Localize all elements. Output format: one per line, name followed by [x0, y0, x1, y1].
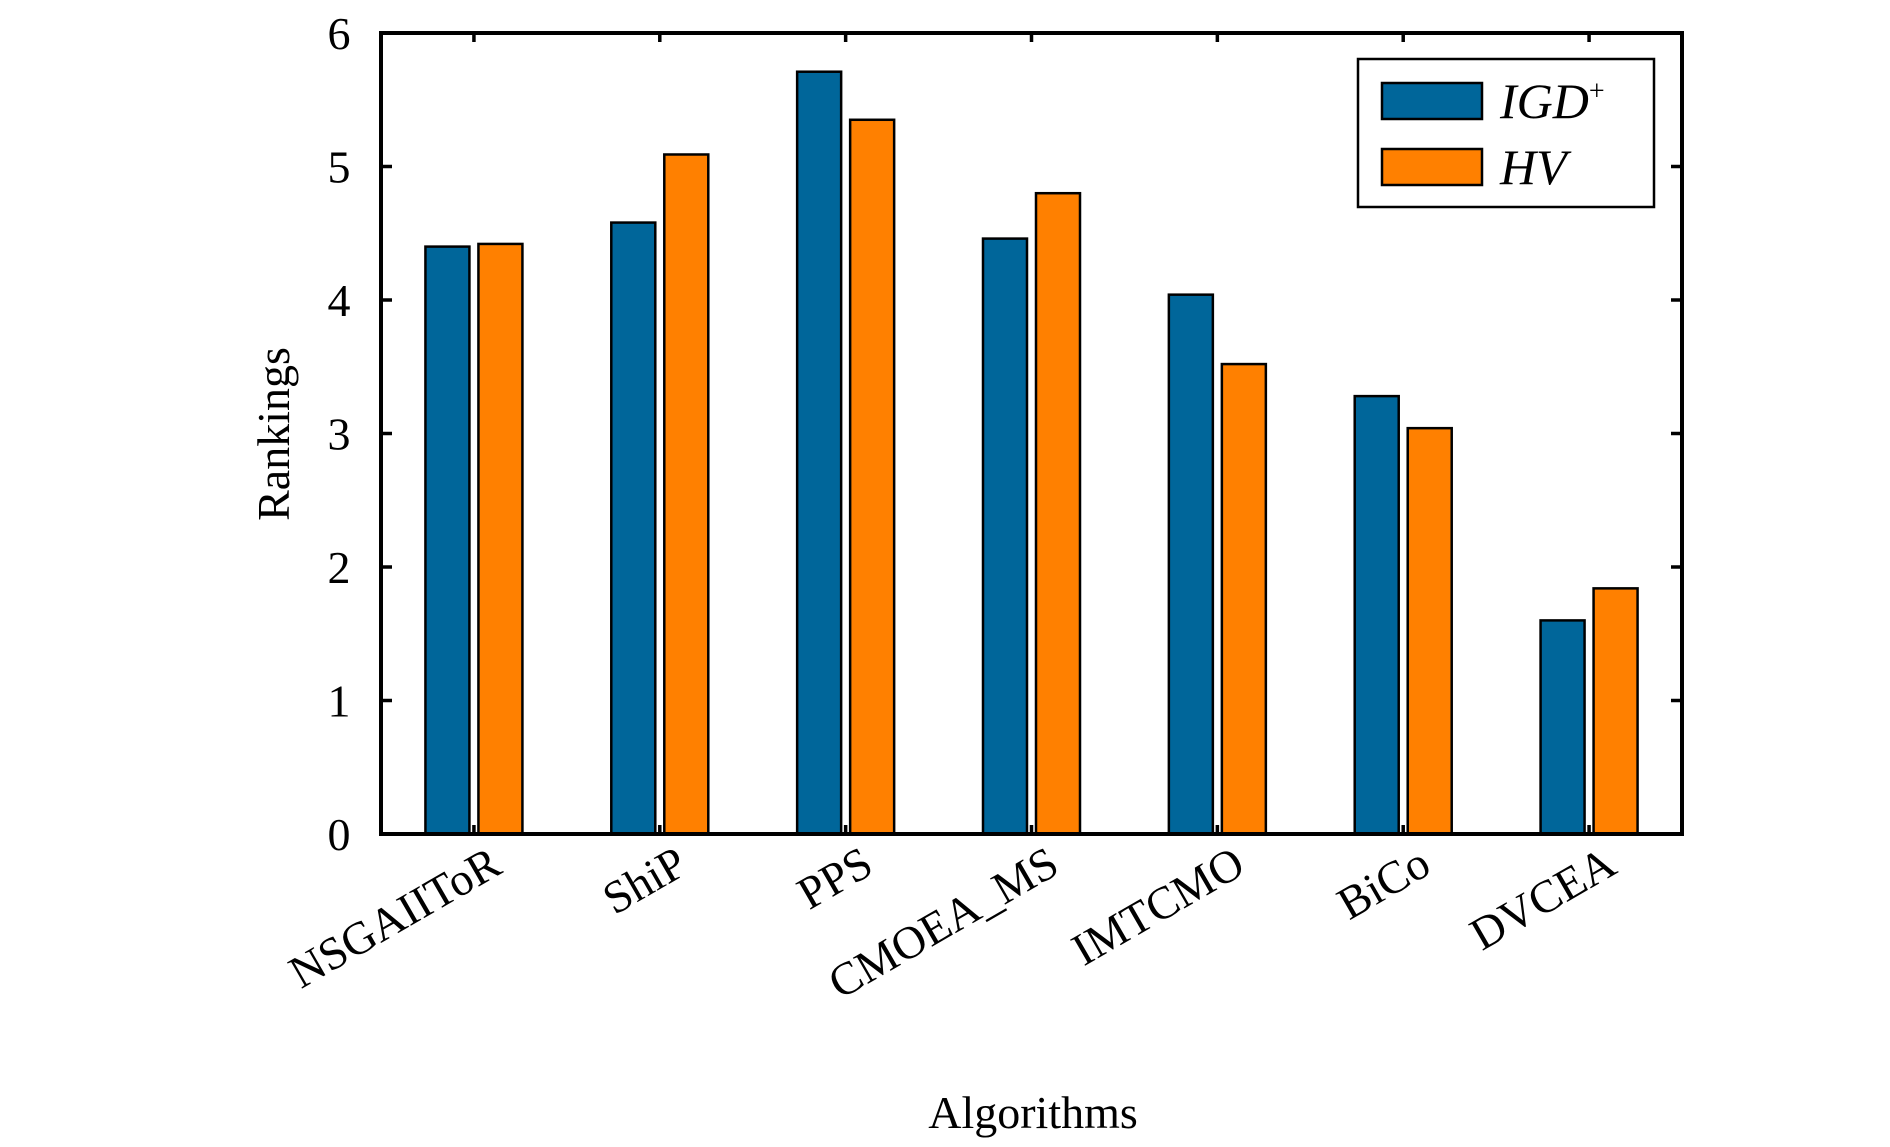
x-axis-title: Algorithms: [928, 1087, 1138, 1138]
bar-imtcmo-igd: [1167, 293, 1215, 836]
x-tick-label: IMTCMO: [1063, 836, 1252, 975]
legend-swatch-igd: [1380, 81, 1484, 121]
bar-ship-hv: [663, 153, 710, 836]
bar-bico-hv: [1406, 426, 1453, 836]
y-tick-labels: 0 1 2 3 4 5 6: [328, 8, 351, 860]
bar-nsgaiitor-hv: [477, 242, 524, 836]
y-tick-label: 1: [328, 676, 351, 727]
x-tick-label: NSGAIIToR: [280, 836, 509, 998]
y-tick-label: 0: [328, 809, 351, 860]
bar-imtcmo-hv: [1220, 362, 1268, 836]
y-tick-label: 5: [328, 142, 351, 193]
bar-dvcea-igd: [1539, 619, 1586, 836]
bar-dvcea-hv: [1592, 587, 1639, 836]
bars-layer: [424, 70, 1639, 836]
x-tick-label: PPS: [789, 836, 881, 919]
y-tick-label: 6: [328, 8, 351, 59]
bar-nsgaiitor-igd: [424, 245, 471, 836]
bar-pps-igd: [795, 70, 843, 836]
legend-superscript-plus: +: [1589, 76, 1605, 107]
legend-label-igd: IGD+: [1499, 73, 1605, 129]
plot-frame: [379, 31, 1684, 836]
bar-cmoea-ms-igd: [981, 237, 1029, 836]
bar-cmoea-ms-hv: [1034, 191, 1082, 836]
bar-bico-igd: [1353, 394, 1400, 836]
legend: IGD+ HV: [1356, 57, 1656, 209]
y-tick-label: 4: [328, 275, 351, 326]
bar-pps-hv: [848, 118, 896, 836]
x-tick-label: DVCEA: [1461, 836, 1624, 959]
y-tick-label: 3: [328, 409, 351, 460]
bar-ship-igd: [610, 221, 657, 836]
x-tick-label: ShiP: [594, 836, 695, 924]
y-tick-label: 2: [328, 542, 351, 593]
x-tick-label: BiCo: [1329, 836, 1439, 929]
y-axis-title: Rankings: [248, 347, 299, 521]
legend-swatch-hv: [1380, 147, 1484, 187]
legend-label-hv: HV: [1499, 139, 1572, 195]
